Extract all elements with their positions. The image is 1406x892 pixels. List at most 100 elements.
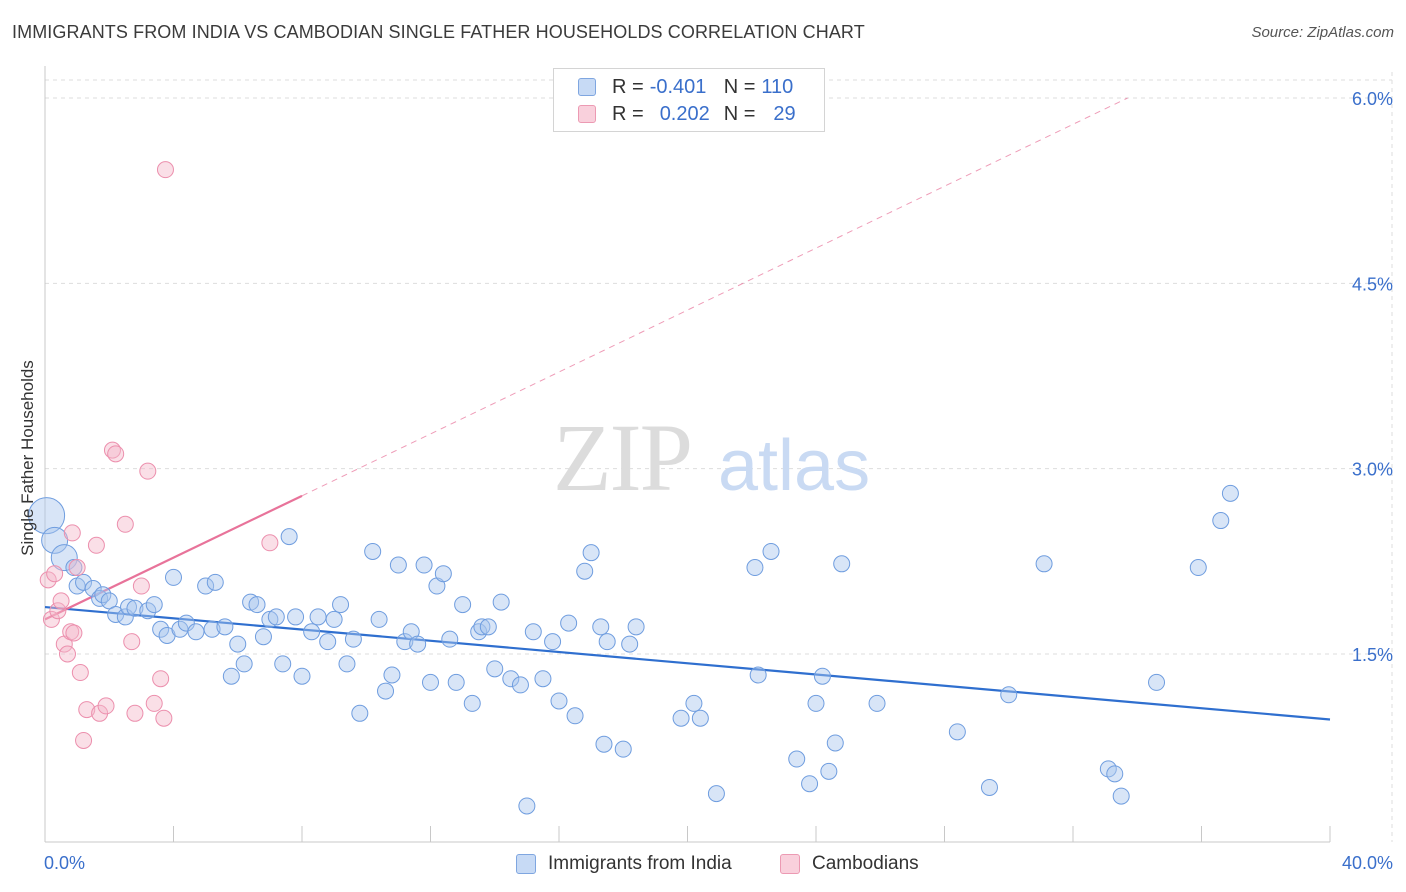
point-cambodians bbox=[78, 701, 96, 719]
point-india bbox=[274, 655, 292, 673]
point-india bbox=[187, 623, 205, 641]
point-india bbox=[1000, 686, 1018, 704]
legend-item-cambodians: Cambodians bbox=[780, 852, 919, 876]
point-india bbox=[1148, 673, 1166, 691]
y-tick-label: 6.0% bbox=[1352, 89, 1393, 109]
point-india bbox=[332, 596, 350, 614]
source-label: Source: ZipAtlas.com bbox=[1251, 24, 1394, 41]
point-india bbox=[293, 667, 311, 685]
legend-row-cambodians: R = 0.202 N = 29 bbox=[578, 101, 813, 127]
point-india bbox=[126, 599, 144, 617]
point-india bbox=[762, 542, 780, 560]
point-india bbox=[807, 694, 825, 712]
point-india bbox=[422, 673, 439, 691]
point-cambodians bbox=[75, 731, 93, 749]
point-india bbox=[550, 692, 568, 710]
point-india bbox=[614, 740, 632, 758]
point-cambodians bbox=[145, 694, 163, 712]
point-india bbox=[165, 568, 182, 586]
point-india bbox=[948, 723, 966, 741]
point-india bbox=[707, 785, 725, 803]
point-india bbox=[826, 734, 844, 752]
point-cambodians bbox=[58, 645, 76, 663]
point-india bbox=[254, 628, 272, 646]
point-india bbox=[409, 635, 427, 653]
point-india bbox=[566, 707, 584, 725]
point-india bbox=[788, 750, 806, 768]
point-india bbox=[1106, 765, 1124, 783]
point-cambodians bbox=[107, 445, 125, 463]
point-india bbox=[216, 618, 234, 636]
point-india bbox=[338, 655, 356, 673]
point-india bbox=[28, 497, 66, 535]
legend-n-value-cambodians: 29 bbox=[773, 102, 796, 125]
legend-swatch-cambodians bbox=[780, 854, 800, 874]
point-cambodians bbox=[71, 664, 89, 682]
trend-line-cambodians-extension bbox=[301, 97, 1128, 497]
point-india bbox=[621, 635, 639, 653]
point-india bbox=[1035, 555, 1053, 573]
point-india bbox=[868, 694, 886, 712]
point-india bbox=[84, 580, 102, 598]
point-cambodians bbox=[46, 565, 64, 583]
point-cambodians bbox=[42, 610, 60, 628]
point-india bbox=[41, 526, 69, 554]
point-india bbox=[309, 608, 327, 626]
legend-swatch-india bbox=[516, 854, 536, 874]
point-india bbox=[203, 620, 221, 638]
point-india bbox=[980, 778, 998, 796]
point-cambodians bbox=[97, 697, 115, 715]
point-india bbox=[833, 555, 851, 573]
legend-swatch-india bbox=[578, 78, 596, 96]
point-india bbox=[672, 709, 690, 727]
point-india bbox=[364, 542, 382, 560]
chart-title: IMMIGRANTS FROM INDIA VS CAMBODIAN SINGL… bbox=[12, 22, 865, 42]
legend-n-label: N = bbox=[723, 102, 756, 125]
point-cambodians bbox=[156, 161, 174, 179]
point-india bbox=[463, 694, 481, 712]
point-india bbox=[470, 623, 488, 641]
point-india bbox=[560, 614, 578, 632]
point-india bbox=[267, 608, 285, 626]
legend-r-label: R = bbox=[612, 102, 644, 125]
point-india bbox=[100, 592, 118, 610]
point-cambodians bbox=[52, 592, 70, 610]
point-india bbox=[479, 618, 497, 636]
point-india bbox=[1189, 559, 1207, 577]
point-india bbox=[749, 666, 767, 684]
point-cambodians bbox=[139, 462, 157, 480]
point-india bbox=[229, 635, 247, 653]
point-cambodians bbox=[63, 524, 81, 542]
point-india bbox=[50, 544, 78, 572]
point-india bbox=[145, 596, 163, 614]
point-cambodians bbox=[152, 670, 170, 688]
point-india bbox=[325, 610, 343, 628]
legend-row-india: R = -0.401 N = 110 bbox=[578, 74, 801, 100]
point-india bbox=[370, 610, 388, 628]
point-india bbox=[582, 544, 600, 562]
y-axis-label: Single Father Households bbox=[18, 360, 37, 556]
point-india bbox=[544, 633, 562, 651]
x-tick-label: 0.0% bbox=[44, 853, 85, 873]
point-india bbox=[280, 528, 298, 546]
point-cambodians bbox=[68, 559, 86, 577]
point-india bbox=[206, 573, 224, 591]
y-tick-label: 4.5% bbox=[1352, 274, 1393, 294]
point-india bbox=[595, 735, 613, 753]
point-cambodians bbox=[126, 704, 144, 722]
point-india bbox=[94, 586, 112, 604]
point-india bbox=[820, 762, 838, 780]
y-tick-label: 3.0% bbox=[1352, 460, 1393, 480]
point-cambodians bbox=[49, 602, 67, 620]
point-india bbox=[447, 673, 465, 691]
legend-r-value-cambodians: 0.202 bbox=[659, 102, 710, 125]
legend-label-cambodians: Cambodians bbox=[812, 853, 919, 874]
point-india bbox=[473, 618, 491, 636]
watermark-zip: ZIP bbox=[553, 404, 691, 511]
point-cambodians bbox=[87, 536, 105, 554]
point-india bbox=[813, 667, 831, 685]
point-india bbox=[524, 623, 542, 641]
point-india bbox=[319, 633, 337, 651]
point-india bbox=[691, 709, 709, 727]
